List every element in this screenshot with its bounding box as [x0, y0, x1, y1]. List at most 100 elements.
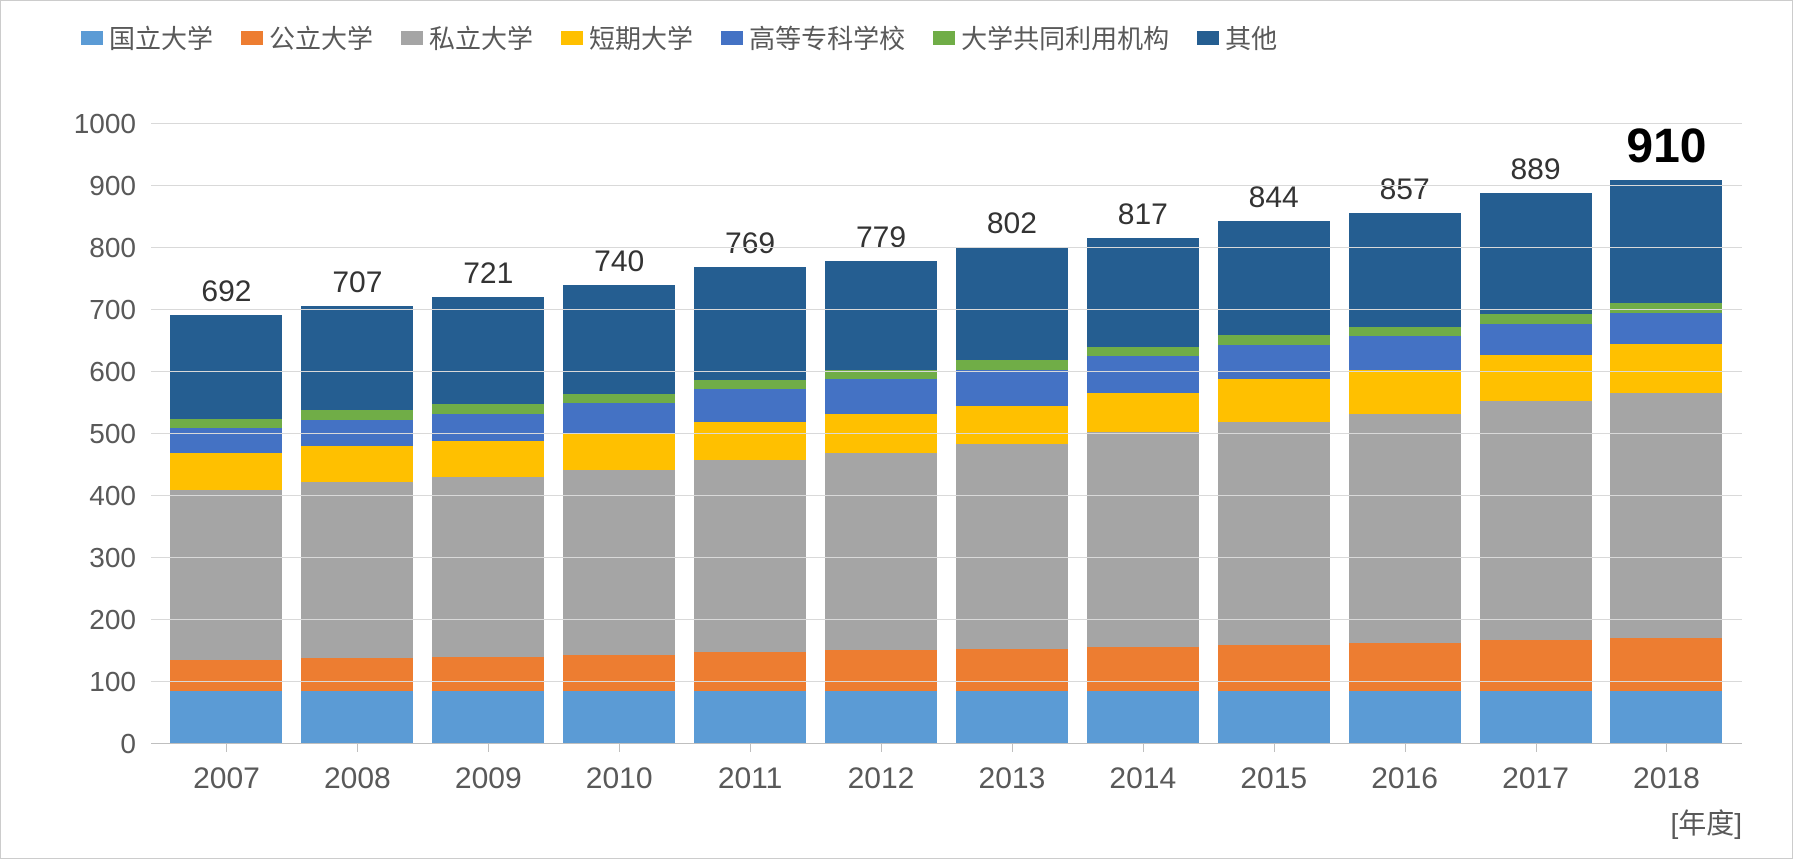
legend-swatch [561, 31, 583, 45]
x-tick-label: 2007 [170, 762, 282, 796]
bar-segment-joint [432, 404, 544, 413]
bar-segment-private [1087, 432, 1199, 648]
legend: 国立大学公立大学私立大学短期大学高等专科学校大学共同利用机构其他 [21, 11, 1772, 64]
x-tickmark [619, 744, 620, 752]
legend-swatch [933, 31, 955, 45]
y-tick-label: 800 [51, 232, 151, 264]
gridline [151, 309, 1742, 310]
bar-segment-junior [1349, 370, 1461, 413]
bar-segment-public [170, 660, 282, 691]
bar-segment-public [1610, 638, 1722, 691]
bar-total-label: 707 [332, 266, 382, 300]
gridline [151, 681, 1742, 682]
y-tick-label: 400 [51, 480, 151, 512]
x-tick-label: 2014 [1087, 762, 1199, 796]
bar-stack [694, 267, 806, 744]
bar-segment-other [432, 297, 544, 404]
legend-swatch [81, 31, 103, 45]
bar-segment-other [694, 267, 806, 380]
axis-baseline [151, 743, 1742, 744]
bar-stack [1610, 180, 1722, 744]
y-tick-label: 100 [51, 666, 151, 698]
bar-segment-public [1349, 643, 1461, 691]
bar-segment-joint [170, 419, 282, 428]
legend-item-national: 国立大学 [81, 19, 213, 56]
legend-label: 私立大学 [429, 19, 533, 56]
bar-segment-national [956, 691, 1068, 744]
gridline [151, 371, 1742, 372]
bar-total-label: 889 [1510, 153, 1560, 187]
bar-segment-national [1480, 691, 1592, 744]
bar-total-label: 779 [856, 221, 906, 255]
x-tick-label: 2013 [956, 762, 1068, 796]
bar-segment-other [1480, 193, 1592, 315]
bar-segment-kosen [1610, 313, 1722, 344]
x-tickmark [226, 744, 227, 752]
legend-swatch [401, 31, 423, 45]
bar-segment-national [170, 691, 282, 744]
x-tick-label: 2008 [301, 762, 413, 796]
bar-segment-joint [1610, 303, 1722, 312]
bar-segment-other [1218, 221, 1330, 336]
gridline [151, 123, 1742, 124]
bar-segment-national [1218, 691, 1330, 744]
legend-label: 大学共同利用机构 [961, 19, 1169, 56]
chart-container: 国立大学公立大学私立大学短期大学高等专科学校大学共同利用机构其他 6927077… [0, 0, 1793, 859]
bar-segment-other [563, 285, 675, 394]
bar-segment-public [432, 657, 544, 691]
bar-segment-kosen [1480, 324, 1592, 355]
x-tickmark [1666, 744, 1667, 752]
x-tickmark [1143, 744, 1144, 752]
bar-segment-national [694, 691, 806, 744]
x-tickmark [1536, 744, 1537, 752]
bar-stack [563, 285, 675, 744]
y-tick-label: 1000 [51, 108, 151, 140]
bar-total-label: 740 [594, 245, 644, 279]
bar-segment-private [1480, 401, 1592, 640]
y-tick-label: 900 [51, 170, 151, 202]
legend-swatch [241, 31, 263, 45]
bar-segment-public [1087, 647, 1199, 690]
bar-segment-private [1218, 422, 1330, 645]
bar-segment-joint [1480, 314, 1592, 323]
bar-segment-kosen [170, 428, 282, 453]
gridline [151, 495, 1742, 496]
bar-group: 779 [825, 261, 937, 744]
x-tickmark [881, 744, 882, 752]
bar-segment-public [1480, 640, 1592, 691]
bar-segment-joint [956, 360, 1068, 369]
bars-row: 692707721740769779802817844857889910 [151, 124, 1742, 744]
x-tickmark [1274, 744, 1275, 752]
bar-segment-public [956, 649, 1068, 691]
gridline [151, 247, 1742, 248]
x-tickmark [1012, 744, 1013, 752]
legend-item-junior: 短期大学 [561, 19, 693, 56]
bar-stack [1218, 221, 1330, 744]
bar-group: 857 [1349, 213, 1461, 744]
legend-item-joint: 大学共同利用机构 [933, 19, 1169, 56]
x-tick-label: 2016 [1349, 762, 1461, 796]
legend-item-kosen: 高等专科学校 [721, 19, 905, 56]
bar-segment-junior [1218, 379, 1330, 422]
bar-segment-private [301, 482, 413, 659]
legend-swatch [721, 31, 743, 45]
bar-segment-private [1349, 414, 1461, 643]
bar-segment-kosen [432, 414, 544, 442]
bar-segment-junior [1610, 344, 1722, 394]
bar-segment-private [563, 470, 675, 655]
bar-total-label: 802 [987, 207, 1037, 241]
x-axis: 2007200820092010201120122013201420152016… [151, 744, 1742, 796]
bar-segment-kosen [694, 389, 806, 421]
bar-segment-kosen [956, 370, 1068, 406]
bar-total-label: 910 [1626, 119, 1706, 174]
bar-total-label: 817 [1118, 198, 1168, 232]
bar-segment-other [1610, 180, 1722, 303]
bar-segment-junior [432, 441, 544, 476]
bar-group: 721 [432, 297, 544, 744]
bar-group: 910 [1610, 180, 1722, 744]
bar-group: 844 [1218, 221, 1330, 744]
y-tick-label: 300 [51, 542, 151, 574]
legend-label: 公立大学 [269, 19, 373, 56]
bar-segment-national [1610, 691, 1722, 744]
legend-swatch [1197, 31, 1219, 45]
